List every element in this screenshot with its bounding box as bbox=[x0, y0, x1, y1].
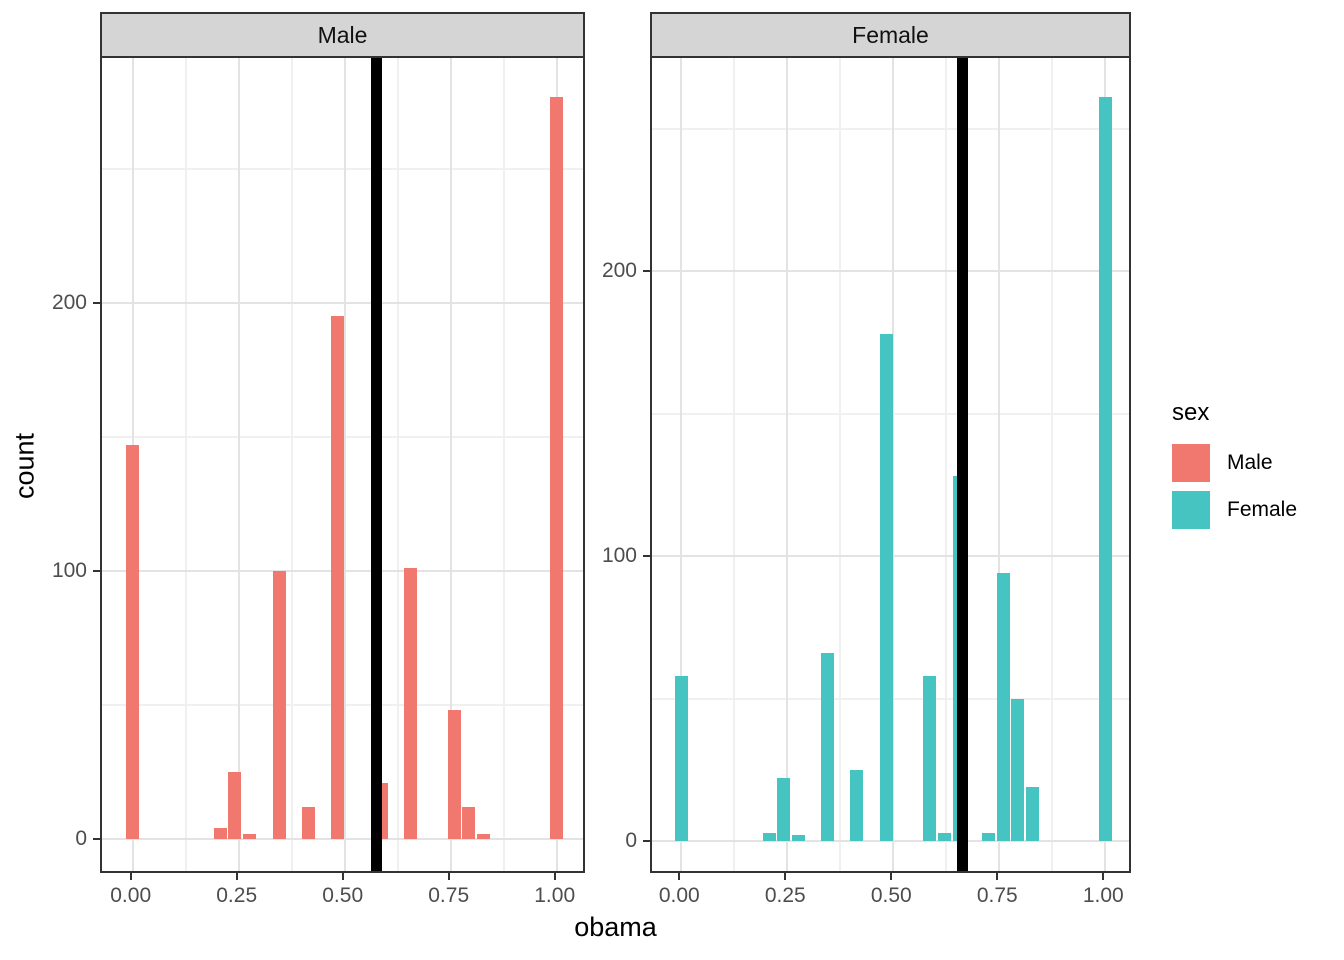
y-tick-mark bbox=[93, 302, 100, 304]
gridline-major-y bbox=[652, 270, 1129, 272]
legend-items: Male Female bbox=[1172, 444, 1297, 529]
x-tick-mark bbox=[129, 873, 132, 880]
facet-strip-male: Male bbox=[100, 12, 585, 58]
plot-panel-female bbox=[650, 58, 1131, 873]
gridline-minor-y bbox=[102, 168, 583, 170]
histogram-bar-male bbox=[126, 445, 140, 839]
x-tick-label: 0.00 bbox=[658, 884, 700, 907]
histogram-bar-female bbox=[879, 333, 893, 841]
histogram-bar-female bbox=[791, 835, 805, 841]
x-tick-label: 1.00 bbox=[534, 884, 576, 907]
histogram-bar-male bbox=[448, 710, 461, 839]
gridline-minor-x bbox=[290, 58, 293, 871]
histogram-bar-male bbox=[272, 571, 286, 839]
y-tick-label: 200 bbox=[51, 291, 87, 314]
legend-key-label: Male bbox=[1227, 451, 1273, 474]
x-tick-mark bbox=[678, 873, 681, 880]
gridline-major-y bbox=[652, 840, 1129, 842]
x-tick-label: 0.25 bbox=[216, 884, 258, 907]
gridline-major-x bbox=[449, 58, 452, 871]
x-tick-label: 1.00 bbox=[1082, 884, 1124, 907]
x-tick-mark bbox=[235, 873, 238, 880]
histogram-bar-male bbox=[228, 772, 242, 839]
facet-strip-label: Male bbox=[317, 21, 368, 48]
gridline-minor-x bbox=[396, 58, 399, 871]
gridline-minor-x bbox=[733, 58, 736, 871]
histogram-bar-male bbox=[477, 833, 491, 839]
mean-vline-male bbox=[370, 58, 382, 871]
gridline-minor-x bbox=[945, 58, 948, 871]
legend-key-label: Female bbox=[1227, 498, 1298, 521]
histogram-bar-female bbox=[777, 778, 790, 841]
legend-swatch bbox=[1172, 491, 1210, 529]
facet-strip-female: Female bbox=[650, 12, 1131, 58]
y-axis-title: count bbox=[9, 432, 40, 500]
legend: sex Male Female bbox=[1172, 399, 1297, 538]
histogram-bar-male bbox=[331, 316, 344, 839]
gridline-minor-x bbox=[184, 58, 187, 871]
x-tick-mark bbox=[553, 873, 556, 880]
x-tick-label: 0.00 bbox=[110, 884, 152, 907]
histogram-bar-female bbox=[996, 573, 1010, 841]
x-tick-mark bbox=[341, 873, 344, 880]
gridline-major-x bbox=[680, 58, 683, 871]
y-tick-label: 100 bbox=[601, 544, 637, 567]
histogram-bar-female bbox=[850, 769, 864, 842]
x-axis-title: obama bbox=[574, 912, 657, 942]
gridline-major-x bbox=[786, 58, 789, 871]
legend-title: sex bbox=[1172, 399, 1210, 426]
x-tick-label: 0.50 bbox=[870, 884, 912, 907]
gridline-minor-x bbox=[502, 58, 505, 871]
histogram-bar-male bbox=[462, 806, 476, 839]
y-tick-mark bbox=[643, 840, 650, 842]
histogram-bar-male bbox=[214, 828, 227, 839]
y-tick-label: 0 bbox=[75, 827, 87, 850]
gridline-major-x bbox=[237, 58, 240, 871]
histogram-bar-male bbox=[243, 833, 257, 839]
y-tick-mark bbox=[93, 570, 100, 572]
legend-key-male: Male bbox=[1172, 444, 1297, 482]
histogram-bar-female bbox=[981, 832, 995, 842]
x-tick-label: 0.75 bbox=[976, 884, 1018, 907]
plot-panel-male bbox=[100, 58, 585, 873]
histogram-bar-female bbox=[1098, 97, 1112, 841]
x-tick-mark bbox=[890, 873, 893, 880]
y-tick-mark bbox=[93, 838, 100, 840]
x-tick-label: 0.25 bbox=[764, 884, 806, 907]
gridline-minor-y bbox=[652, 127, 1129, 130]
x-tick-label: 0.50 bbox=[322, 884, 364, 907]
gridline-major-x bbox=[343, 58, 346, 871]
y-tick-label: 0 bbox=[625, 829, 637, 852]
histogram-bar-female bbox=[674, 675, 688, 841]
histogram-bar-male bbox=[550, 96, 564, 839]
gridline-major-y bbox=[102, 838, 583, 840]
x-tick-mark bbox=[996, 873, 999, 880]
gridline-major-y bbox=[102, 302, 583, 304]
legend-key-female: Female bbox=[1172, 491, 1297, 529]
x-tick-label: 0.75 bbox=[428, 884, 470, 907]
histogram-bar-female bbox=[923, 675, 937, 841]
facet-strip-label: Female bbox=[852, 21, 929, 48]
gridline-minor-x bbox=[1051, 58, 1054, 871]
gridline-minor-x bbox=[839, 58, 842, 871]
x-tick-mark bbox=[784, 873, 787, 880]
x-tick-mark bbox=[447, 873, 450, 880]
histogram-bar-male bbox=[403, 568, 417, 839]
y-tick-mark bbox=[643, 270, 650, 272]
histogram-bar-male bbox=[301, 806, 315, 839]
histogram-bar-female bbox=[938, 832, 952, 842]
y-tick-label: 200 bbox=[601, 259, 637, 282]
gridline-major-x bbox=[998, 58, 1001, 871]
histogram-bar-female bbox=[1011, 698, 1024, 841]
y-tick-mark bbox=[643, 555, 650, 557]
mean-vline-female bbox=[956, 58, 968, 871]
y-tick-label: 100 bbox=[51, 559, 87, 582]
legend-swatch bbox=[1172, 444, 1210, 482]
histogram-bar-female bbox=[762, 832, 776, 842]
histogram-bar-female bbox=[1025, 786, 1039, 841]
gridline-major-x bbox=[892, 58, 895, 871]
x-tick-mark bbox=[1102, 873, 1105, 880]
histogram-bar-female bbox=[821, 652, 835, 841]
